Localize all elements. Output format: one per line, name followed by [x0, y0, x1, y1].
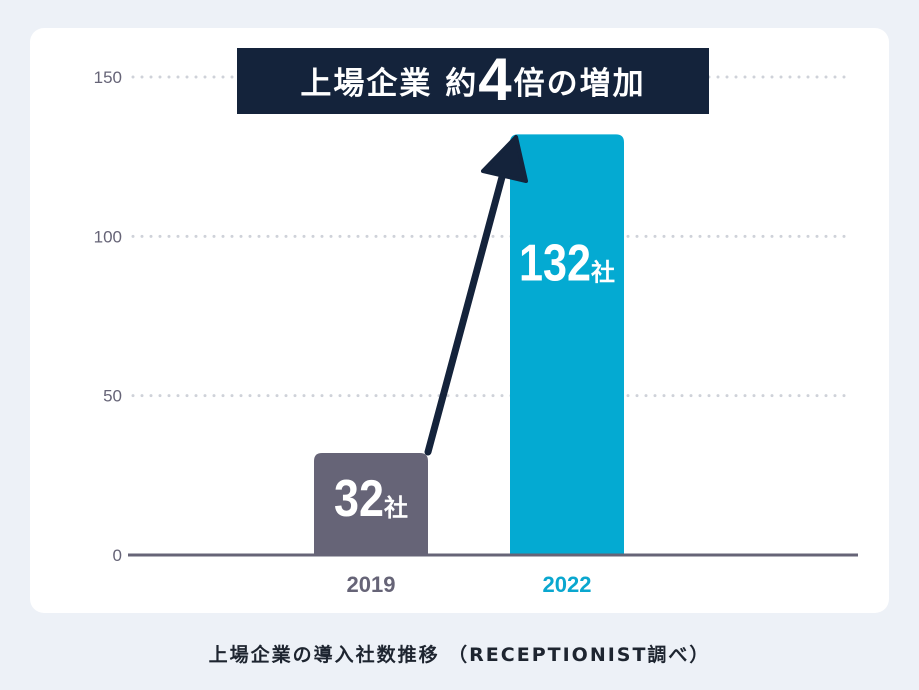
- chart-caption: 上場企業の導入社数推移 （RECEPTIONIST調べ）: [208, 644, 711, 666]
- bar-value-label: 132社: [519, 235, 615, 293]
- y-tick-label: 100: [94, 227, 122, 246]
- x-tick-label: 2022: [543, 572, 592, 597]
- x-tick-label: 2019: [347, 572, 396, 597]
- bar-2019: [314, 453, 428, 555]
- arrow-shaft: [424, 162, 509, 456]
- y-axis-ticks: 0 50 100 150: [94, 68, 122, 565]
- annotation-banner: 上場企業 約4倍の増加: [237, 46, 709, 114]
- arrow-head: [481, 135, 528, 183]
- chart-card: [30, 28, 889, 613]
- y-tick-label: 0: [113, 546, 122, 565]
- bar-value-label: 32社: [334, 470, 408, 528]
- banner-text: 上場企業 約4倍の増加: [300, 46, 645, 113]
- banner-box: [237, 48, 709, 114]
- grid-lines: [131, 75, 854, 398]
- growth-arrow: [424, 135, 528, 456]
- bar-2022: [510, 134, 624, 556]
- bars: 32社 132社: [314, 134, 624, 556]
- y-tick-label: 150: [94, 68, 122, 87]
- x-axis-labels: 2019 2022: [347, 572, 592, 597]
- y-tick-label: 50: [103, 387, 122, 406]
